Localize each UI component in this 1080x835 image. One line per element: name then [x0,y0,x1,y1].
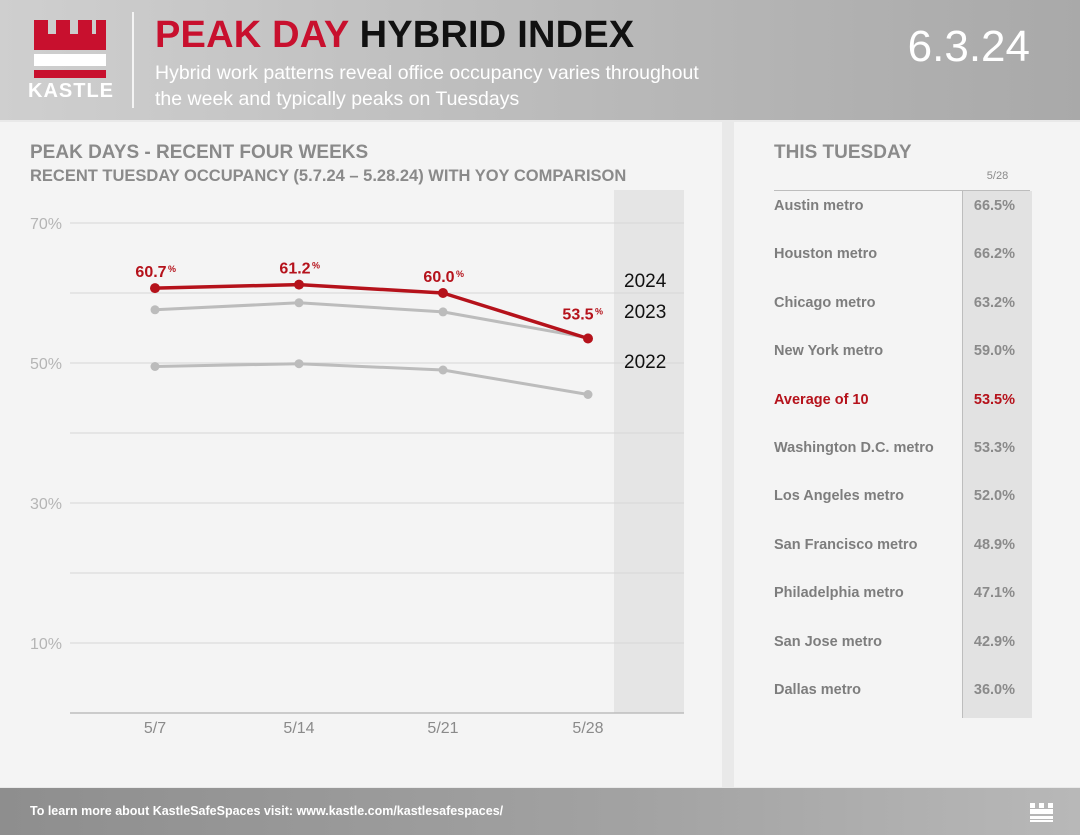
title-red-part: PEAK DAY [155,14,349,56]
latest-week-highlight [614,190,684,713]
data-point-2022 [294,359,304,369]
value-column-background [962,191,1032,718]
table-row: San Jose metro 42.9% [774,624,1030,672]
data-point-2024 [438,288,448,298]
line-chart: 70%50%30%10% 5/7 5/14 5/21 5/28 60.7% 61.2 %6… [30,190,684,737]
table-row: San Francisco metro 48.9% [774,527,1030,575]
occupancy-value: 66.2% [973,246,1015,263]
y-tick-label: 30% [30,496,62,513]
metro-name: Dallas metro [774,682,862,698]
table-row: Philadelphia metro 47.1% [774,575,1030,623]
report-date: 6.3.24 [907,22,1030,71]
data-point-2024 [583,333,593,344]
page-subtitle: Hybrid work patterns reveal office occup… [155,62,699,110]
y-tick-label: 70% [30,216,62,233]
data-label: 61.2 [279,261,310,278]
series-line-2024 [154,282,589,341]
chart-panel-title: PEAK DAYS - RECENT FOUR WEEKS [30,142,369,163]
data-label: 60.7 [135,264,166,281]
title-black-part: HYBRID INDEX [359,14,635,56]
table-row: Dallas metro 36.0% [774,672,1030,720]
data-point-2024 [294,279,304,290]
table-row: Chicago metro 63.2% [774,285,1030,333]
occupancy-value: 52.0% [973,488,1015,505]
table-row: Average of 10 53.5% [774,382,1030,430]
y-tick-label: 50% [30,356,62,373]
occupancy-value: 63.2% [973,294,1015,311]
metro-name: Washington D.C. metro [774,440,934,456]
footer: To learn more about KastleSafeSpaces vis… [0,788,1080,835]
series-line-2023 [154,301,589,340]
table-row: Houston metro 66.2% [774,236,1030,284]
brand-name: KASTLE [28,80,114,102]
occupancy-value: 48.9% [973,536,1015,553]
metro-name: New York metro [774,343,884,360]
table-top-border [774,190,1030,191]
x-tick-label: 5/7 [144,720,166,737]
table-row: Los Angeles metro 52.0% [774,478,1030,526]
data-point-2022 [150,362,160,371]
data-point-2023 [294,298,304,308]
occupancy-value: 59.0% [973,343,1015,360]
series-label-2023: 2023 [624,302,666,323]
kastle-castle-logo [34,20,106,78]
data-label-percent: % [595,307,603,317]
occupancy-value: 53.3% [973,440,1015,456]
occupancy-value: 66.5% [973,198,1015,214]
data-label-percent: % [168,264,176,274]
metro-name: Chicago metro [774,294,876,311]
series-line-2022 [154,362,589,396]
x-tick-label: 5/28 [572,720,603,737]
occupancy-value: 53.5% [973,391,1015,408]
metro-name: Average of 10 [774,391,869,408]
occupancy-value: 42.9% [973,633,1015,650]
data-point-2024 [150,283,160,294]
metro-name: Austin metro [774,198,864,214]
data-point-2022 [583,390,593,399]
data-label-percent: % [312,261,320,271]
metro-name: San Jose metro [774,633,882,650]
data-label: 53.5 [562,307,593,324]
data-point-2023 [150,305,160,315]
this-tuesday-title: THIS TUESDAY [774,142,912,163]
data-point-2022 [438,365,448,375]
footer-link-text[interactable]: To learn more about KastleSafeSpaces vis… [30,804,504,818]
occupancy-value: 36.0% [973,682,1015,698]
kastle-castle-icon [1030,803,1053,822]
data-label-percent: % [456,269,464,279]
metro-name: San Francisco metro [774,536,918,553]
table-row: New York metro 59.0% [774,333,1030,381]
series-label-2022: 2022 [624,352,666,373]
chart-panel: PEAK DAYS - RECENT FOUR WEEKS RECENT TUE… [0,122,722,787]
data-label: 60.0 [423,269,454,286]
chart-panel-subtitle: RECENT TUESDAY OCCUPANCY (5.7.24 – 5.28.… [30,167,627,185]
table-row: Washington D.C. metro 53.3% [774,430,1030,478]
header-divider [132,12,134,108]
table-row: Austin metro 66.5% [774,188,1030,236]
x-tick-label: 5/21 [427,720,458,737]
occupancy-value: 47.1% [973,585,1015,602]
y-tick-label: 10% [30,636,62,653]
metro-name: Houston metro [774,246,878,263]
data-point-2023 [438,307,448,317]
table-column-header: 5/28 [986,170,1009,182]
metro-name: Philadelphia metro [774,585,904,602]
header: KASTLE PEAK DAY HYBRID INDEX Hybrid work… [0,0,1080,120]
x-tick-label: 5/14 [283,720,314,737]
page-title: PEAK DAY HYBRID INDEX [155,14,634,57]
series-label-2024: 2024 [624,271,667,292]
metro-name: Los Angeles metro [774,488,904,505]
